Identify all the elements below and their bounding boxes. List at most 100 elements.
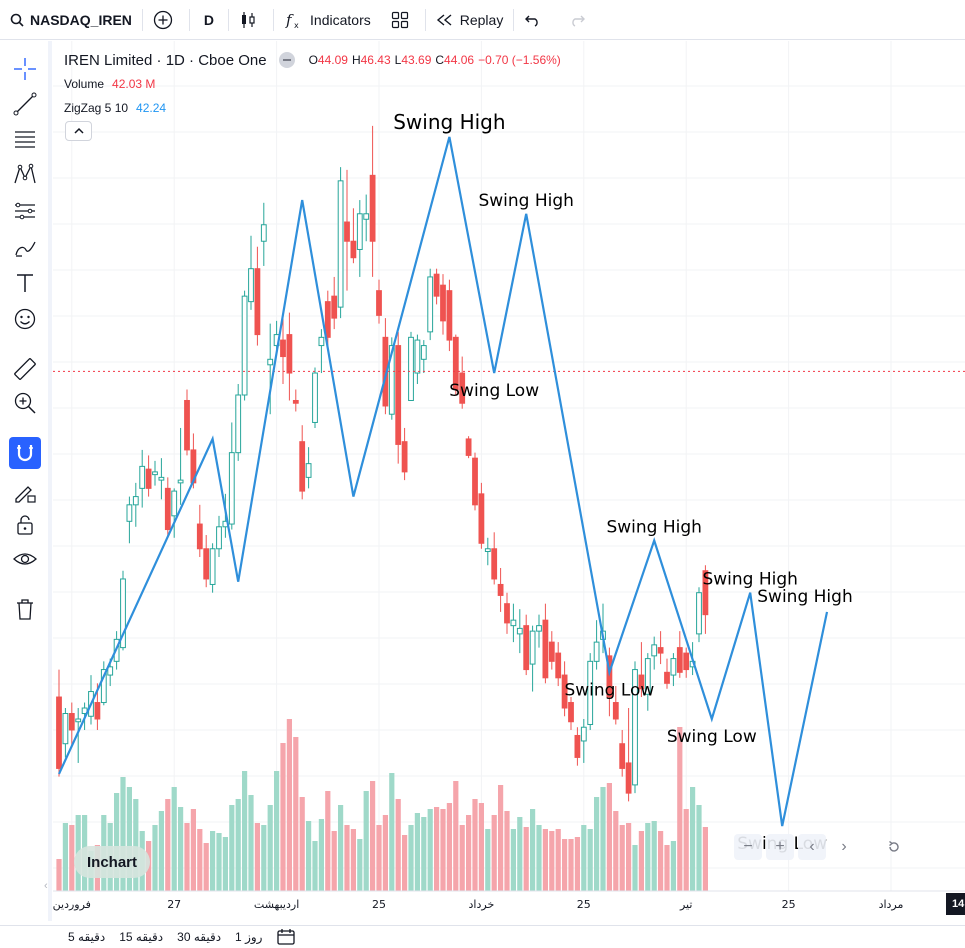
volume-bar [523, 827, 529, 891]
volume-bar [203, 843, 209, 891]
candle-body [555, 652, 562, 679]
ruler-icon [14, 358, 36, 380]
scroll-back-arrow[interactable]: ‹ [44, 880, 48, 892]
chart-legend: IREN Limited · 1D · Cboe One O44.09 H46.… [64, 48, 565, 120]
volume-bar [549, 831, 555, 891]
redo-button[interactable] [558, 0, 602, 40]
prediction-tool[interactable] [9, 195, 41, 227]
volume-bar [158, 811, 164, 891]
volume-bar [581, 825, 587, 891]
eye-icon [13, 553, 37, 565]
ruler-tool[interactable] [9, 353, 41, 385]
symbol-title[interactable]: IREN Limited · 1D · Cboe One [64, 51, 267, 69]
candle-body [126, 504, 133, 522]
calendar-icon [277, 929, 296, 945]
candle-body [516, 627, 523, 635]
swing-label: Swing Low [564, 680, 654, 700]
scroll-left-button[interactable]: ‹ [798, 834, 826, 860]
candle-body [644, 658, 651, 695]
zoom-out-button[interactable]: − [734, 834, 762, 860]
symbol-label: NASDAQ_IREN [30, 11, 132, 28]
volume-bar [702, 827, 708, 891]
measure-lines-icon [15, 202, 35, 220]
emoji-tool[interactable] [9, 303, 41, 335]
text-tool[interactable] [9, 267, 41, 299]
volume-bar [466, 815, 472, 891]
reset-chart-button[interactable] [880, 834, 908, 860]
replay-button[interactable]: Replay [426, 8, 515, 31]
time-axis-label: فروردین [53, 898, 91, 911]
fib-tool[interactable] [9, 123, 41, 155]
volume-bar [638, 831, 644, 891]
candle-body [171, 490, 178, 517]
candle-body [504, 603, 510, 624]
trend-line-tool[interactable] [9, 88, 41, 120]
candle-body [331, 295, 338, 319]
candle-body [363, 213, 370, 220]
inchart-watermark: Inchart [74, 846, 150, 878]
volume-bar [408, 825, 414, 891]
candle-body [683, 652, 690, 671]
swing-label: Swing High [606, 518, 701, 538]
volume-label[interactable]: Volume [64, 77, 105, 91]
candle-body [632, 669, 638, 786]
volume-bar [658, 831, 664, 891]
undo-button[interactable] [514, 0, 558, 40]
lock-all-tool[interactable] [9, 509, 41, 541]
volume-bar [446, 803, 452, 891]
layouts-button[interactable] [381, 8, 426, 31]
legend-collapse-button[interactable] [65, 121, 92, 141]
time-axis-label: 25 [372, 898, 386, 911]
candle-body [536, 625, 542, 632]
zigzag-label[interactable]: ZigZag 5 10 [64, 101, 129, 115]
low-value: L43.69 [394, 53, 432, 67]
timeframe-1d[interactable]: 1 روز [235, 930, 263, 944]
candle-body [337, 180, 344, 308]
market-status-icon[interactable] [278, 52, 295, 68]
volume-bar [568, 839, 574, 891]
candle-body [94, 702, 101, 720]
timeframe-30m[interactable]: 30 دقیقه [177, 930, 222, 944]
candle-body [561, 674, 568, 709]
interval-button[interactable]: D [190, 8, 230, 31]
volume-bar [242, 771, 248, 891]
svg-text:x: x [294, 21, 299, 30]
swing-label: Swing High [702, 570, 797, 590]
time-axis: فروردین27اردیبهشت25خرداد25تیر25مرداد26شه… [53, 890, 965, 921]
volume-bar [357, 839, 363, 891]
timeframe-15m[interactable]: 15 دقیقه [119, 930, 164, 944]
volume-bar [363, 791, 369, 891]
volume-bar [664, 845, 670, 891]
scroll-right-button[interactable]: › [841, 838, 847, 855]
volume-bar [517, 817, 523, 891]
chart-type-button[interactable] [229, 8, 275, 31]
candle-body [376, 290, 382, 316]
volume-bar [293, 737, 299, 891]
volume-bar [434, 807, 440, 891]
date-range-button[interactable] [276, 928, 296, 946]
brush-tool[interactable] [9, 231, 41, 263]
delete-tool[interactable] [9, 593, 41, 625]
text-icon [17, 274, 33, 292]
magnet-tool[interactable] [9, 437, 41, 469]
candle-body [241, 295, 248, 396]
candle-body [657, 647, 664, 654]
chevron-up-icon [73, 127, 84, 134]
symbol-search[interactable]: NASDAQ_IREN [0, 8, 143, 31]
lock-drawing-tool[interactable] [9, 476, 41, 508]
hide-drawings-tool[interactable] [9, 543, 41, 575]
compare-button[interactable] [143, 8, 190, 31]
timeframe-5m[interactable]: 5 دقیقه [68, 930, 106, 944]
zoom-tool[interactable] [9, 387, 41, 419]
volume-bar [472, 799, 478, 891]
volume-bar [510, 829, 516, 891]
pattern-tool[interactable] [9, 159, 41, 191]
zoom-in-button[interactable]: + [766, 834, 794, 860]
candle-body [120, 578, 126, 649]
crosshair-tool[interactable] [9, 53, 41, 85]
